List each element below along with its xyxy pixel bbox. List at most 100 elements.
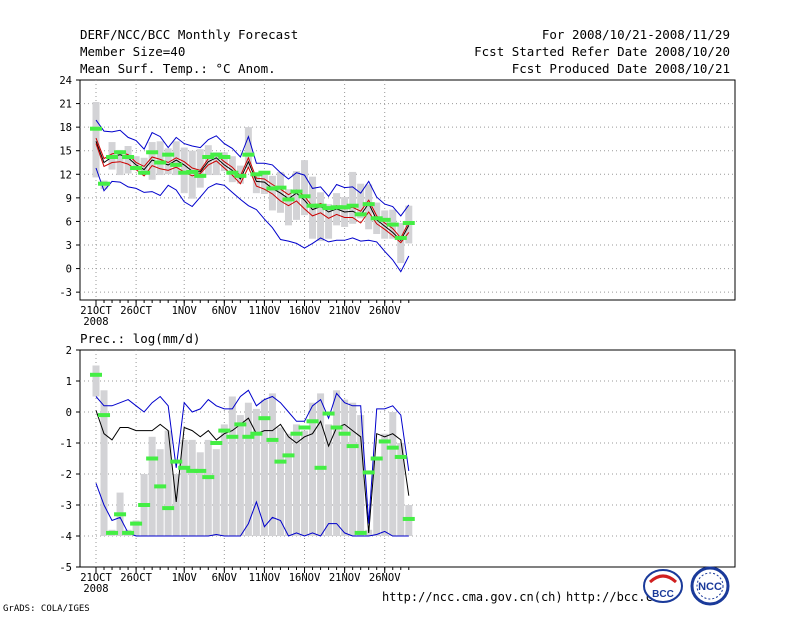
prec-marker bbox=[146, 456, 159, 461]
prec-ytick-label: -5 bbox=[59, 562, 72, 574]
temp-spread-box bbox=[228, 156, 236, 183]
temp-spread-box bbox=[365, 184, 373, 230]
member-size-label: Member Size=40 bbox=[80, 44, 186, 59]
prec-marker bbox=[290, 431, 303, 436]
chart-title: DERF/NCC/BCC Monthly Forecast bbox=[80, 27, 299, 42]
ncc-logo-text: NCC bbox=[698, 581, 722, 593]
prec-spread-box bbox=[148, 436, 156, 536]
prec-spread-box bbox=[132, 520, 140, 536]
prec-spread-box bbox=[325, 424, 333, 536]
temp-xtick-label: 16NOV bbox=[289, 305, 321, 317]
prec-marker bbox=[338, 431, 351, 436]
precip-variable-label: Prec.: log(mm/d) bbox=[80, 331, 201, 346]
temp-spread-box bbox=[301, 160, 309, 216]
prec-marker bbox=[306, 419, 319, 424]
prec-spread-box bbox=[284, 433, 292, 536]
temp-line-upper bbox=[95, 119, 410, 217]
prec-marker bbox=[282, 453, 295, 458]
prec-marker bbox=[266, 437, 279, 442]
temp-marker bbox=[378, 217, 391, 222]
prec-spread-box bbox=[236, 415, 244, 536]
temp-line-lower bbox=[95, 167, 410, 273]
prec-spread-box bbox=[180, 439, 188, 536]
temp-spread-box bbox=[260, 174, 268, 194]
temp-marker bbox=[266, 186, 279, 191]
prec-ytick-label: -1 bbox=[59, 438, 72, 450]
prec-spread-box bbox=[252, 408, 260, 536]
temp-plot-frame bbox=[79, 79, 736, 301]
prec-spread-box bbox=[172, 474, 180, 536]
temp-marker bbox=[146, 150, 159, 155]
temp-marker bbox=[218, 155, 231, 159]
prec-marker bbox=[98, 413, 111, 418]
temp-spread-box bbox=[180, 147, 188, 194]
temp-spread-box bbox=[293, 171, 300, 220]
temp-marker bbox=[290, 189, 303, 194]
prec-xtick-label: 11NOV bbox=[249, 572, 281, 584]
temp-marker bbox=[394, 235, 407, 240]
bcc-logo-icon: BCC bbox=[643, 569, 683, 603]
prec-xtick-label: 1NOV bbox=[172, 572, 198, 584]
prec-marker bbox=[330, 425, 343, 430]
temp-marker bbox=[330, 205, 343, 210]
prec-marker bbox=[90, 372, 102, 377]
prec-ytick-label: 1 bbox=[66, 376, 72, 388]
prec-marker bbox=[210, 441, 223, 445]
temp-spread-box bbox=[317, 192, 325, 242]
prec-marker bbox=[394, 454, 407, 459]
temp-marker bbox=[346, 203, 359, 208]
temp-spread-box bbox=[92, 102, 100, 178]
temp-marker bbox=[354, 212, 367, 217]
temp-xtick-label: 21OCT bbox=[80, 305, 112, 317]
prec-spread-box bbox=[100, 390, 108, 536]
temp-spread-box bbox=[276, 171, 284, 213]
prec-spread-box bbox=[373, 458, 381, 536]
prec-line-mean bbox=[95, 410, 410, 533]
temp-xtick-label: 6NOV bbox=[212, 305, 238, 317]
temp-xtick-label: 21NOV bbox=[329, 305, 361, 317]
temp-spread-box bbox=[252, 173, 260, 194]
temp-spread-box bbox=[156, 141, 164, 176]
temp-marker bbox=[306, 203, 319, 208]
temp-marker bbox=[170, 162, 183, 167]
temp-marker bbox=[274, 185, 287, 190]
prec-spread-box bbox=[309, 402, 317, 536]
temp-ytick-label: 21 bbox=[59, 99, 72, 111]
temp-ytick-label: 18 bbox=[59, 122, 72, 134]
prec-spread-box bbox=[268, 393, 276, 536]
temp-spread-box bbox=[204, 145, 212, 176]
temp-ytick-label: 15 bbox=[59, 146, 72, 158]
temp-marker bbox=[226, 170, 239, 175]
prec-marker bbox=[226, 434, 239, 439]
prec-marker bbox=[218, 428, 231, 433]
bcc-logo: BCC bbox=[642, 568, 684, 604]
temp-marker bbox=[194, 173, 207, 178]
prec-marker bbox=[346, 444, 359, 449]
temp-ytick-label: 9 bbox=[66, 193, 72, 205]
ncc-url-link[interactable]: http://ncc.cma.gov.cn(ch) bbox=[382, 590, 563, 604]
temp-spread-box bbox=[244, 127, 252, 168]
ncc-logo-icon: NCC bbox=[690, 566, 730, 606]
temp-marker bbox=[210, 152, 223, 157]
prec-spread-box bbox=[204, 439, 212, 536]
temp-ytick-label: 12 bbox=[59, 169, 72, 181]
prec-spread-box bbox=[196, 452, 204, 536]
prec-marker bbox=[130, 521, 143, 526]
prec-spread-box bbox=[349, 402, 357, 536]
temp-line-median_upper bbox=[95, 137, 410, 239]
temp-marker bbox=[162, 152, 175, 157]
prec-ytick-label: 0 bbox=[66, 407, 72, 419]
forecast-produced-date: Fcst Produced Date 2008/10/21 bbox=[511, 61, 730, 76]
bcc-url-link[interactable]: http://bcc.c bbox=[566, 590, 653, 604]
temp-marker bbox=[298, 194, 311, 199]
prec-marker bbox=[186, 468, 199, 473]
temp-spread-box bbox=[381, 210, 389, 239]
prec-spread-box bbox=[260, 399, 268, 536]
temp-marker bbox=[178, 170, 191, 175]
temp-marker bbox=[106, 155, 119, 159]
prec-marker bbox=[362, 470, 375, 475]
prec-spread-box bbox=[92, 365, 100, 397]
temp-ytick-label: 6 bbox=[66, 216, 72, 228]
prec-spread-box bbox=[276, 427, 284, 536]
temp-marker bbox=[258, 170, 271, 175]
